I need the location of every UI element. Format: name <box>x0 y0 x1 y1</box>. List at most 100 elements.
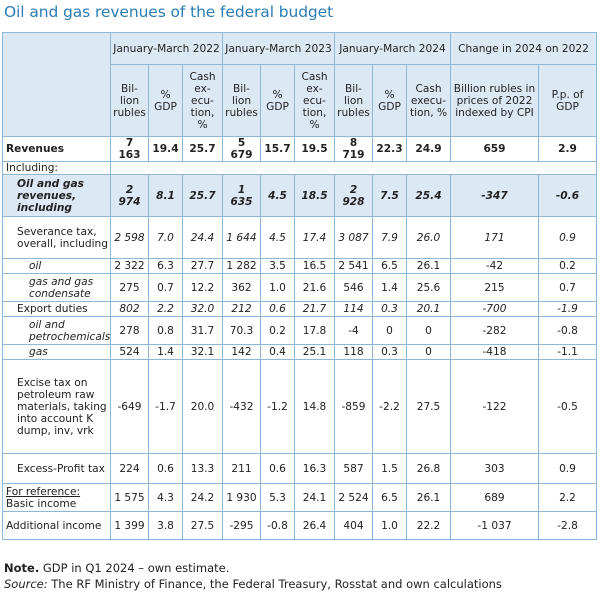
cell: 19.4 <box>148 136 183 162</box>
cell: 7.0 <box>148 216 183 259</box>
cell: 275 <box>110 273 149 302</box>
cell: 26.1 <box>406 258 451 274</box>
cell: 6.5 <box>372 258 407 274</box>
cell: 211 <box>222 453 261 484</box>
cell: 524 <box>110 344 149 360</box>
table-row: Export duties 802 2.2 32.0 212 0.6 21.7 … <box>2 301 597 317</box>
cell: 2 974 <box>110 174 149 217</box>
cell: -432 <box>222 359 261 454</box>
table-row: oil and petrochemicals 278 0.8 31.7 70.3… <box>2 316 597 345</box>
cell: 4.5 <box>260 216 295 259</box>
cell: 22.3 <box>372 136 407 162</box>
cell: 1 282 <box>222 258 261 274</box>
cell: 6.3 <box>148 258 183 274</box>
page-title: Oil and gas revenues of the federal budg… <box>4 3 334 21</box>
table-row: gas and gas condensate 275 0.7 12.2 362 … <box>2 273 597 302</box>
cell: 27.5 <box>406 359 451 454</box>
row-label: For reference: Basic income <box>2 483 111 512</box>
table-row: Revenues 7 163 19.4 25.7 5 679 15.7 19.5… <box>2 136 597 162</box>
header-sub: Bil-lion rubles <box>334 64 373 137</box>
cell: 8 719 <box>334 136 373 162</box>
cell: 0 <box>406 344 451 360</box>
cell: 20.1 <box>406 301 451 317</box>
cell: 16.3 <box>294 453 335 484</box>
cell: 5.3 <box>260 483 295 512</box>
cell: 32.0 <box>182 301 223 317</box>
cell: 2.2 <box>148 301 183 317</box>
table-row: Including: <box>2 161 597 175</box>
cell: 17.8 <box>294 316 335 345</box>
header-period-2022: January-March 2022 <box>110 32 223 65</box>
cell: 0.6 <box>260 453 295 484</box>
cell: -122 <box>450 359 539 454</box>
cell: 32.1 <box>182 344 223 360</box>
cell: 0.4 <box>260 344 295 360</box>
cell: 26.1 <box>406 483 451 512</box>
cell: 215 <box>450 273 539 302</box>
header-sub: Billion rubles in prices of 2022 indexed… <box>450 64 539 137</box>
cell: -2.8 <box>538 511 597 540</box>
cell: 0.6 <box>260 301 295 317</box>
cell: -700 <box>450 301 539 317</box>
cell: 2.2 <box>538 483 597 512</box>
header-period-2024: January-March 2024 <box>334 32 451 65</box>
cell: 2.9 <box>538 136 597 162</box>
header-sub: P.p. of GDP <box>538 64 597 137</box>
cell: 22.2 <box>406 511 451 540</box>
cell: 13.3 <box>182 453 223 484</box>
cell: -1 037 <box>450 511 539 540</box>
table-row: Additional income 1 399 3.8 27.5 -295 -0… <box>2 511 597 540</box>
cell: 24.9 <box>406 136 451 162</box>
header-sub: % GDP <box>260 64 295 137</box>
cell: 4.3 <box>148 483 183 512</box>
cell: 303 <box>450 453 539 484</box>
cell: 12.2 <box>182 273 223 302</box>
cell: 24.4 <box>182 216 223 259</box>
cell: -1.9 <box>538 301 597 317</box>
cell: -0.5 <box>538 359 597 454</box>
cell: -859 <box>334 359 373 454</box>
cell: 118 <box>334 344 373 360</box>
cell: 25.4 <box>406 174 451 217</box>
note: Note. GDP in Q1 2024 – own estimate. <box>4 560 229 576</box>
table-row: Excess-Profit tax 224 0.6 13.3 211 0.6 1… <box>2 453 597 484</box>
cell: 0.7 <box>148 273 183 302</box>
cell: 70.3 <box>222 316 261 345</box>
cell: 587 <box>334 453 373 484</box>
header-sub: Cash execu-tion, % <box>406 64 451 137</box>
cell <box>110 161 597 175</box>
cell: 0.2 <box>260 316 295 345</box>
cell: 2 524 <box>334 483 373 512</box>
cell: 2 322 <box>110 258 149 274</box>
cell: -0.6 <box>538 174 597 217</box>
row-label: gas <box>2 344 111 360</box>
cell: 26.0 <box>406 216 451 259</box>
cell: 3.5 <box>260 258 295 274</box>
cell: 25.6 <box>406 273 451 302</box>
cell: 25.7 <box>182 136 223 162</box>
cell: 0 <box>406 316 451 345</box>
cell: 2 598 <box>110 216 149 259</box>
header-sub: Cash ex-ecu-tion, % <box>294 64 335 137</box>
row-label: Additional income <box>2 511 111 540</box>
cell: 6.5 <box>372 483 407 512</box>
cell: 19.5 <box>294 136 335 162</box>
cell: 1 930 <box>222 483 261 512</box>
header-change: Change in 2024 on 2022 <box>450 32 597 65</box>
cell: -282 <box>450 316 539 345</box>
cell: 1 635 <box>222 174 261 217</box>
cell: 8.1 <box>148 174 183 217</box>
cell: 24.1 <box>294 483 335 512</box>
cell: 689 <box>450 483 539 512</box>
cell: 0.3 <box>372 301 407 317</box>
cell: 1.4 <box>372 273 407 302</box>
cell: -2.2 <box>372 359 407 454</box>
header-period-2023: January-March 2023 <box>222 32 335 65</box>
revenue-table-container: January-March 2022 January-March 2023 Ja… <box>2 32 597 540</box>
row-label: oil <box>2 258 111 274</box>
cell: 0 <box>372 316 407 345</box>
cell: 21.7 <box>294 301 335 317</box>
note-text: GDP in Q1 2024 – own estimate. <box>42 561 230 575</box>
row-label: Severance tax, overall, including <box>2 216 111 259</box>
cell: 1 575 <box>110 483 149 512</box>
